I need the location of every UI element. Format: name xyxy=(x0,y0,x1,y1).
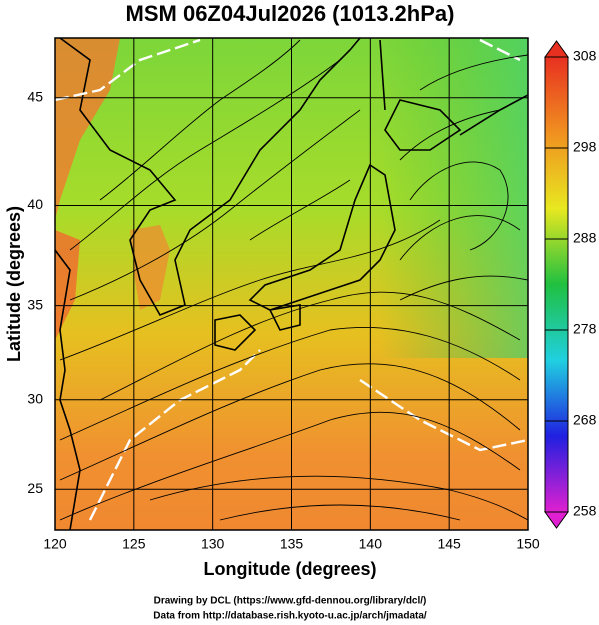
map-title: MSM 06Z04Jul2026 (1013.2hPa) xyxy=(126,1,455,26)
colorbar-tick-label: 258 xyxy=(573,503,597,519)
footer-line: Drawing by DCL (https://www.gfd-dennou.o… xyxy=(154,596,427,607)
x-tick-label: 135 xyxy=(280,536,304,552)
y-tick-label: 45 xyxy=(27,88,43,104)
y-tick-label: 40 xyxy=(27,196,43,212)
plot-frame xyxy=(54,37,529,531)
x-tick-label: 150 xyxy=(516,536,540,552)
x-tick-label: 130 xyxy=(201,536,225,552)
y-axis-title: Latitude (degrees) xyxy=(4,206,24,362)
grid xyxy=(55,38,528,530)
footer-line: Data from http://database.rish.kyoto-u.a… xyxy=(153,611,427,622)
colorbar-tick-label: 288 xyxy=(573,230,597,246)
warm-land xyxy=(130,225,170,310)
colorbar-tick-label: 268 xyxy=(573,412,597,428)
colorbar-tick-label: 278 xyxy=(573,321,597,337)
colorbar-scale xyxy=(544,56,569,513)
colorbar-tick-label: 298 xyxy=(573,139,597,155)
x-tick-label: 125 xyxy=(122,536,146,552)
y-tick-label: 25 xyxy=(27,480,43,496)
cool-sea-area xyxy=(380,38,528,358)
colorbar-extend-bottom xyxy=(544,511,569,529)
y-tick-label: 30 xyxy=(27,390,43,406)
plot-area xyxy=(55,38,528,530)
x-tick-label: 145 xyxy=(437,536,461,552)
x-tick-label: 120 xyxy=(43,536,67,552)
x-tick-label: 140 xyxy=(359,536,383,552)
colorbar: 258 268 278 288 298 308 xyxy=(544,40,597,529)
warm-land xyxy=(55,38,120,220)
y-tick-label: 35 xyxy=(27,296,43,312)
colorbar-tick-label: 308 xyxy=(573,48,597,64)
colorbar-extend-top xyxy=(544,40,569,58)
coastlines xyxy=(55,38,528,530)
streamlines xyxy=(59,39,528,521)
x-axis-title: Longitude (degrees) xyxy=(203,559,376,579)
